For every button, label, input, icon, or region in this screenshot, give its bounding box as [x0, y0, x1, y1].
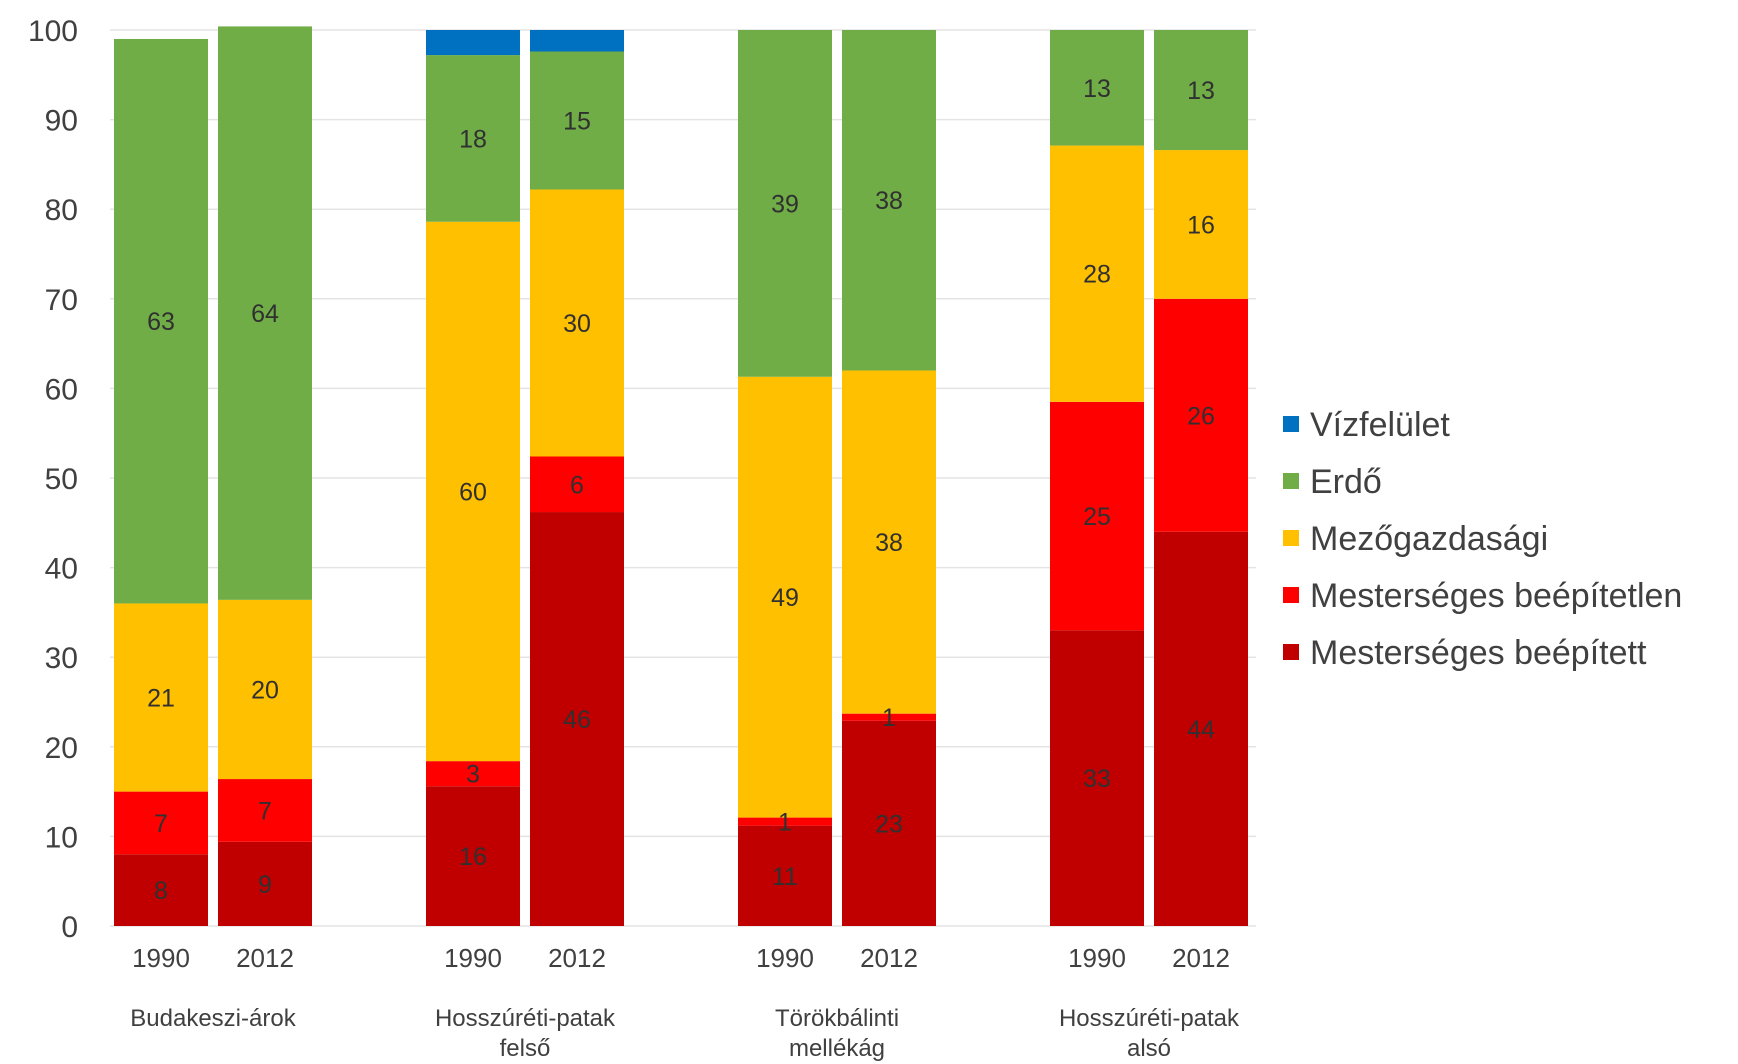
data-label: 13 — [1083, 75, 1111, 103]
data-label: 8 — [154, 877, 168, 905]
legend-label: Erdő — [1310, 463, 1382, 501]
legend-label: Mezőgazdasági — [1310, 520, 1548, 558]
data-label: 28 — [1083, 261, 1111, 289]
data-label: 11 — [772, 863, 798, 891]
bars — [114, 26, 1248, 926]
x-tick-label-year: 1990 — [444, 943, 502, 973]
legend-swatch — [1283, 473, 1299, 489]
y-tick-label: 20 — [45, 732, 78, 765]
legend-swatch — [1283, 530, 1299, 546]
y-tick-label: 0 — [61, 911, 78, 944]
legend-swatch — [1283, 644, 1299, 660]
y-tick-label: 60 — [45, 373, 78, 406]
y-tick-label: 40 — [45, 553, 78, 586]
x-category-label: Hosszúréti-patak — [1059, 1005, 1240, 1032]
data-label: 63 — [147, 308, 175, 336]
data-label: 46 — [563, 706, 591, 734]
x-tick-label-year: 2012 — [548, 943, 606, 973]
y-axis-ticks: 0 10 20 30 40 50 60 70 80 90 100 — [28, 15, 78, 944]
data-label: 49 — [771, 584, 799, 612]
legend-label: Vízfelület — [1310, 406, 1450, 444]
data-label: 6 — [570, 471, 584, 499]
x-tick-label-year: 1990 — [1068, 943, 1126, 973]
legend-label: Mesterséges beépített — [1310, 634, 1647, 672]
y-tick-label: 30 — [45, 642, 78, 675]
data-label: 9 — [258, 871, 272, 899]
x-category-label: Hosszúréti-patak — [435, 1005, 616, 1032]
x-category-label: felső — [500, 1035, 551, 1062]
y-tick-label: 80 — [45, 194, 78, 227]
data-label: 1 — [778, 809, 792, 837]
data-label: 60 — [459, 478, 487, 506]
y-tick-label: 70 — [45, 284, 78, 317]
data-label: 7 — [154, 810, 168, 838]
y-tick-label: 50 — [45, 463, 78, 496]
x-tick-label-year: 1990 — [756, 943, 814, 973]
data-label: 23 — [875, 810, 903, 838]
x-axis-labels: 1990 2012 Budakeszi-árok 1990 2012 Hosszúréti… — [130, 943, 1240, 1062]
data-label: 3 — [466, 761, 480, 789]
bar-segment — [530, 30, 624, 52]
x-tick-label-year: 2012 — [860, 943, 918, 973]
data-label: 44 — [1187, 716, 1215, 744]
data-label: 13 — [1187, 77, 1215, 105]
legend-swatch — [1283, 587, 1299, 603]
data-label: 16 — [1187, 211, 1215, 239]
data-label: 39 — [771, 190, 799, 218]
bar-segment — [426, 30, 520, 55]
x-category-label: Törökbálinti — [775, 1005, 899, 1032]
data-label: 38 — [875, 529, 903, 557]
data-label: 30 — [563, 310, 591, 338]
data-label: 7 — [258, 797, 272, 825]
legend: Vízfelület Erdő Mezőgazdasági Mesterséges b… — [1283, 406, 1682, 672]
y-tick-label: 90 — [45, 105, 78, 138]
x-tick-label-year: 2012 — [236, 943, 294, 973]
data-label: 16 — [459, 843, 487, 871]
data-label: 1 — [882, 704, 896, 732]
x-category-label: alsó — [1127, 1035, 1171, 1062]
data-label: 64 — [251, 300, 279, 328]
x-tick-label-year: 2012 — [1172, 943, 1230, 973]
legend-swatch — [1283, 416, 1299, 432]
x-category-label: mellékág — [789, 1035, 885, 1062]
legend-label: Mesterséges beépítetlen — [1310, 577, 1682, 615]
x-category-label: Budakeszi-árok — [130, 1005, 296, 1032]
data-label: 15 — [563, 107, 591, 135]
data-label: 38 — [875, 187, 903, 215]
data-label: 33 — [1083, 765, 1111, 793]
data-label: 26 — [1187, 402, 1215, 430]
x-tick-label-year: 1990 — [132, 943, 190, 973]
data-label: 21 — [147, 685, 175, 713]
y-tick-label: 100 — [28, 15, 78, 48]
data-label: 25 — [1083, 503, 1111, 531]
y-tick-label: 10 — [45, 821, 78, 854]
data-label: 18 — [459, 125, 487, 153]
data-label: 20 — [251, 676, 279, 704]
